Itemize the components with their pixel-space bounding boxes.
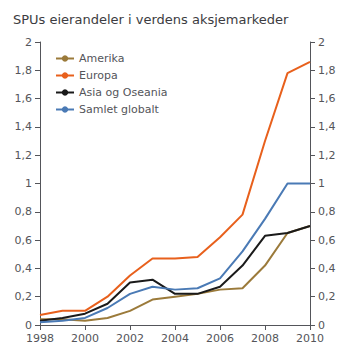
- svg-text:1,6: 1,6: [318, 92, 336, 105]
- svg-text:1,4: 1,4: [15, 120, 33, 133]
- svg-text:0,8: 0,8: [15, 205, 33, 218]
- svg-text:0,4: 0,4: [318, 262, 336, 275]
- svg-text:1,4: 1,4: [318, 120, 336, 133]
- svg-text:1998: 1998: [26, 332, 54, 345]
- svg-text:1,2: 1,2: [318, 149, 336, 162]
- svg-text:Amerika: Amerika: [79, 52, 125, 65]
- svg-text:Asia og Oseania: Asia og Oseania: [79, 86, 167, 99]
- svg-text:1: 1: [25, 177, 32, 190]
- svg-text:2008: 2008: [251, 332, 279, 345]
- svg-text:0,2: 0,2: [15, 290, 33, 303]
- svg-text:2: 2: [318, 36, 325, 49]
- svg-text:1,6: 1,6: [15, 92, 33, 105]
- svg-text:0,6: 0,6: [15, 234, 33, 247]
- svg-text:0,8: 0,8: [318, 205, 336, 218]
- svg-text:1: 1: [318, 177, 325, 190]
- svg-text:SPUs eierandeler i verdens aks: SPUs eierandeler i verdens aksjemarkeder: [13, 12, 289, 27]
- svg-text:1,8: 1,8: [318, 64, 336, 77]
- svg-text:1,8: 1,8: [15, 64, 33, 77]
- svg-text:Samlet globalt: Samlet globalt: [79, 103, 160, 116]
- svg-text:2006: 2006: [206, 332, 234, 345]
- svg-text:2002: 2002: [116, 332, 144, 345]
- svg-text:2000: 2000: [71, 332, 99, 345]
- svg-text:1,2: 1,2: [15, 149, 33, 162]
- svg-text:0: 0: [25, 319, 32, 332]
- svg-text:2: 2: [25, 36, 32, 49]
- svg-text:2010: 2010: [296, 332, 324, 345]
- svg-text:0,6: 0,6: [318, 234, 336, 247]
- svg-text:0: 0: [318, 319, 325, 332]
- svg-text:0,4: 0,4: [15, 262, 33, 275]
- svg-text:2004: 2004: [161, 332, 189, 345]
- svg-text:Europa: Europa: [79, 69, 118, 82]
- svg-text:0,2: 0,2: [318, 290, 336, 303]
